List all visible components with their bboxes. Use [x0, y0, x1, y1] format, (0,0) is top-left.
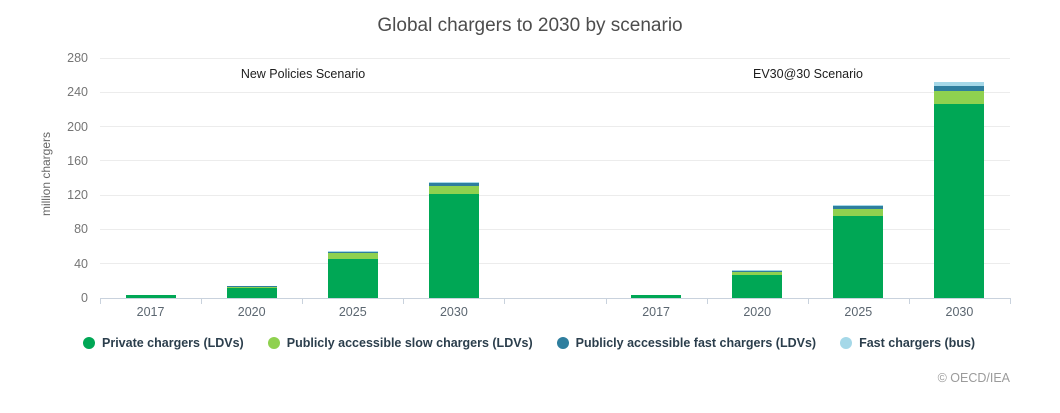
legend-dot-private-chargers-ldvs — [83, 337, 95, 349]
gridline — [100, 194, 1010, 196]
gridline — [100, 91, 1010, 93]
bar-segment[interactable] — [833, 206, 884, 209]
legend: Private chargers (LDVs) Publicly accessib… — [83, 336, 975, 350]
bar-segment[interactable] — [226, 286, 277, 288]
bar-segment[interactable] — [428, 194, 479, 298]
x-axis-tick — [99, 298, 101, 304]
bar-segment[interactable] — [732, 274, 783, 298]
y-tick-label: 40 — [74, 256, 88, 271]
x-axis-label: 2020 — [743, 305, 772, 319]
bar-segment[interactable] — [327, 258, 378, 298]
x-axis-tick — [200, 298, 202, 304]
bar-segment[interactable] — [428, 181, 479, 183]
x-axis-label: 2030 — [439, 305, 468, 319]
bar-segment[interactable] — [226, 287, 277, 298]
x-axis-label: 2017 — [642, 305, 671, 319]
y-tick-label: 120 — [67, 188, 88, 203]
x-axis-tick — [706, 298, 708, 304]
gridline — [100, 263, 1010, 265]
legend-dot-publicly-accessible-fast-chargers-ldvs — [556, 337, 569, 349]
x-axis-tick — [807, 298, 809, 304]
legend-label: Fast chargers (bus) — [859, 336, 976, 350]
x-axis-label: 2017 — [136, 305, 165, 319]
legend-item-fast-chargers-bus[interactable]: Fast chargers (bus) — [840, 336, 975, 350]
gridline — [100, 228, 1010, 230]
bar-segment[interactable] — [631, 294, 682, 298]
legend-item-publicly-accessible-fast-chargers-ldvs[interactable]: Publicly accessible fast chargers (LDVs) — [556, 336, 817, 350]
bar-segment[interactable] — [833, 208, 884, 216]
x-axis-tick — [605, 298, 607, 304]
gridline — [100, 57, 1010, 59]
bar-segment[interactable] — [934, 104, 985, 298]
x-axis-tick — [402, 298, 404, 304]
y-tick-label: 200 — [67, 119, 88, 134]
legend-item-publicly-accessible-slow-chargers-ldvs[interactable]: Publicly accessible slow chargers (LDVs) — [267, 336, 533, 350]
y-tick-label: 0 — [81, 291, 88, 305]
legend-item-private-chargers-ldvs[interactable]: Private chargers (LDVs) — [83, 336, 244, 350]
legend-label: Publicly accessible fast chargers (LDVs) — [575, 336, 817, 350]
plot-area: 0 40 80 120 160 200 240 280 2017 2020 2025 2030 2017… — [67, 51, 1011, 319]
x-axis-label: 2030 — [945, 305, 974, 319]
gridline — [100, 126, 1010, 128]
y-tick-label: 160 — [67, 153, 88, 168]
x-axis-tick — [1009, 298, 1011, 304]
gridline — [100, 160, 1010, 162]
legend-dot-fast-chargers-bus — [840, 337, 853, 349]
y-tick-label: 240 — [67, 85, 88, 100]
x-axis-label: 2025 — [338, 305, 367, 319]
x-axis-tick — [503, 298, 505, 304]
scenario-label-new-policies: New Policies Scenario — [240, 67, 366, 81]
x-axis-label: 2020 — [237, 305, 266, 319]
y-tick-label: 280 — [67, 51, 88, 65]
bar-segment[interactable] — [934, 82, 985, 87]
bar-segment[interactable] — [934, 90, 985, 105]
legend-label: Private chargers (LDVs) — [102, 336, 244, 350]
scenario-label-ev30at30: EV30@30 Scenario — [753, 67, 863, 81]
legend-dot-publicly-accessible-slow-chargers-ldvs — [267, 337, 280, 349]
bar-segment[interactable] — [833, 205, 884, 207]
bar-segment[interactable] — [833, 215, 884, 298]
bar-segment[interactable] — [428, 182, 479, 186]
x-axis-line — [100, 297, 1010, 299]
bar-segment[interactable] — [732, 272, 783, 275]
y-axis-title: million chargers — [39, 131, 53, 217]
y-tick-label: 80 — [74, 222, 88, 237]
copyright-text: © OECD/IEA — [937, 371, 1010, 385]
bar-segment[interactable] — [732, 270, 783, 273]
bar-segment[interactable] — [934, 86, 985, 91]
bar-segment[interactable] — [428, 185, 479, 195]
bar-segment[interactable] — [327, 253, 378, 259]
bar-segment[interactable] — [125, 294, 176, 298]
x-axis-label: 2025 — [844, 305, 873, 319]
x-axis-tick — [908, 298, 910, 304]
legend-label: Publicly accessible slow chargers (LDVs) — [286, 336, 533, 350]
chart-title: Global chargers to 2030 by scenario — [377, 15, 683, 36]
x-axis-tick — [301, 298, 303, 304]
bar-segment[interactable] — [327, 251, 378, 254]
